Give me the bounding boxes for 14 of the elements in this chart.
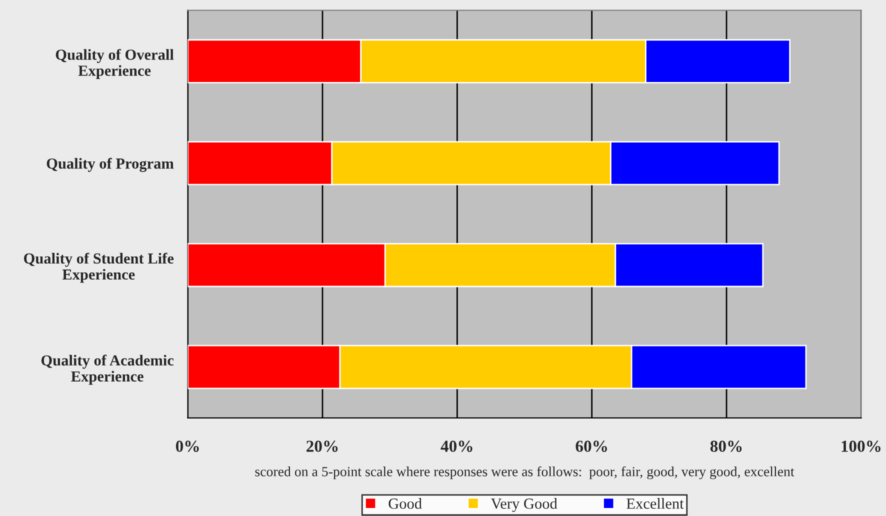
y-tick-label: Quality of Program <box>46 158 174 172</box>
x-axis-title: scored on a 5-point scale where responses were as follows: poor, fair, good, very good, excellent <box>255 466 794 480</box>
x-tick-label: 60% <box>576 440 607 452</box>
x-tick-label: 20% <box>306 440 338 452</box>
x-tick-label: 0% <box>176 440 199 452</box>
legend-label: Very Good <box>490 498 558 512</box>
legend-label: Good <box>388 498 422 509</box>
y-tick-label: Quality of Academic Experience <box>41 354 174 385</box>
x-tick-label: 80% <box>710 440 742 452</box>
legend-label: Excellent <box>626 498 684 509</box>
y-tick-label: Quality of Student Life Experience <box>24 252 174 283</box>
x-tick-label: 40% <box>440 440 472 452</box>
y-tick-label: Quality of Overall Experience <box>56 48 174 79</box>
x-tick-label: 100% <box>842 440 880 452</box>
